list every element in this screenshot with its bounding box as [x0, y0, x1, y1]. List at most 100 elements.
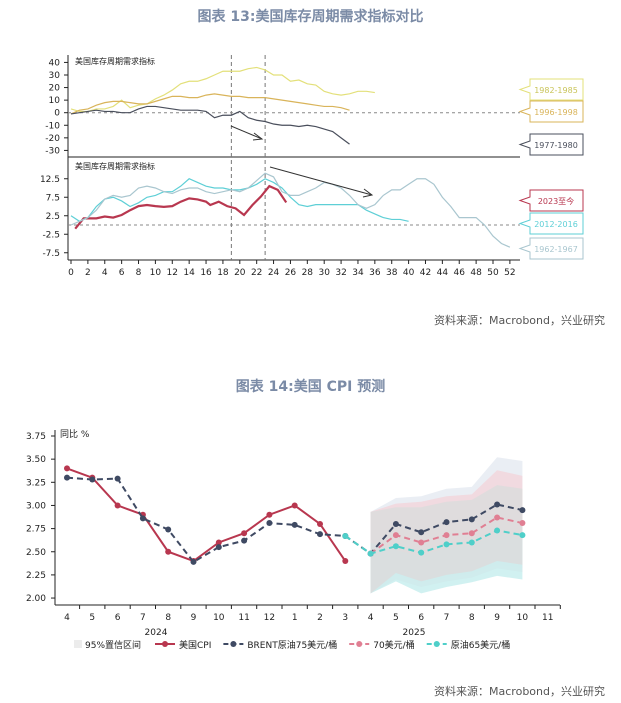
data-point-BRENT原油75美元/桶 — [519, 507, 526, 514]
y-tick-label: 40 — [49, 58, 61, 68]
x-tick-label: 10 — [213, 613, 225, 623]
data-point-原油65美元/桶 — [418, 549, 425, 556]
data-point-美国CPI — [64, 465, 70, 472]
y-tick-label: 2.25 — [26, 571, 46, 581]
series-callout-label: 2012-2016 — [534, 220, 578, 229]
y-tick-label: -7.5 — [42, 249, 60, 259]
x-tick-label: 48 — [470, 268, 482, 278]
y-tick-label: 0 — [54, 109, 60, 119]
legend-marker-BRENT原油75美元/桶 — [230, 641, 237, 647]
data-point-原油65美元/桶 — [392, 543, 399, 550]
x-tick-label: 2 — [317, 613, 323, 623]
series-line-美国CPI — [66, 467, 347, 563]
x-tick-label: 38 — [386, 268, 398, 278]
legend-label: 美国CPI — [179, 639, 211, 651]
x-tick-label: 46 — [454, 268, 466, 278]
x-tick-label: 18 — [217, 268, 229, 278]
x-tick-label: 22 — [251, 268, 262, 278]
x-tick-label: 24 — [268, 268, 280, 278]
x-tick-label: 12 — [167, 268, 178, 278]
series-line-1977-1980 — [70, 105, 350, 145]
data-point-BRENT原油75美元/桶 — [494, 501, 501, 508]
series-callout-label: 1982-1985 — [534, 86, 578, 95]
series-callout-box — [518, 189, 584, 212]
y-tick-label: 30 — [49, 71, 61, 81]
data-point-BRENT原油75美元/桶 — [64, 474, 70, 481]
x-tick-label: 10 — [517, 613, 529, 623]
chart13-title: 图表 13:美国库存周期需求指标对比 — [197, 9, 424, 25]
data-point-BRENT原油75美元/桶 — [114, 475, 121, 482]
data-point-原油65美元/桶 — [494, 527, 501, 534]
y-tick-label: 3.75 — [26, 432, 46, 442]
data-point-BRENT原油75美元/桶 — [418, 529, 425, 536]
x-tick-label: 26 — [285, 268, 297, 278]
y-tick-label: 10 — [49, 96, 61, 106]
series-callout-label: 2023至今 — [538, 196, 574, 206]
series-line-1962-1967 — [70, 172, 511, 248]
data-point-美国CPI — [342, 558, 349, 565]
x-tick-label: 0 — [68, 268, 74, 278]
x-tick-label: 5 — [393, 613, 399, 623]
x-tick-label: 6 — [119, 268, 125, 278]
series-callout-label: 1996-1998 — [534, 108, 578, 117]
x-tick-label: 5 — [89, 613, 95, 623]
legend-label: 70美元/桶 — [373, 639, 415, 651]
x-tick-label: 16 — [200, 268, 212, 278]
legend-marker-原油65美元/桶 — [433, 641, 440, 647]
legend-label: 95%置信区间 — [85, 639, 141, 651]
x-tick-label: 7 — [444, 613, 450, 623]
x-tick-label: 32 — [335, 268, 346, 278]
legend-swatch-band — [74, 640, 82, 648]
data-point-BRENT原油75美元/桶 — [89, 476, 96, 483]
data-point-原油65美元/桶 — [443, 541, 450, 548]
data-point-BRENT原油75美元/桶 — [443, 519, 450, 526]
y-tick-label: -30 — [45, 146, 60, 156]
x-tick-label: 4 — [368, 613, 374, 623]
data-point-70美元/桶 — [392, 532, 399, 539]
data-point-美国CPI — [114, 502, 121, 509]
y-axis-label: 同比 % — [60, 428, 90, 440]
series-line-1996-1998 — [70, 93, 350, 115]
chart13-source: 资料来源：Macrobond，兴业研究 — [434, 314, 605, 327]
data-point-70美元/桶 — [443, 532, 450, 539]
x-tick-label: 8 — [469, 613, 475, 623]
series-callout-box — [518, 100, 584, 123]
x-tick-label: 4 — [64, 613, 70, 623]
y-tick-label: 3.00 — [26, 501, 46, 511]
x-tick-label: 9 — [191, 613, 197, 623]
legend-label: BRENT原油75美元/桶 — [247, 639, 337, 651]
series-line-2023至今 — [74, 184, 288, 230]
data-point-美国CPI — [317, 520, 323, 527]
data-point-原油65美元/桶 — [367, 550, 374, 557]
x-tick-label: 3 — [342, 613, 348, 623]
series-callout-box — [518, 78, 584, 101]
data-point-BRENT原油75美元/桶 — [317, 531, 323, 538]
y-tick-label: 2.50 — [26, 548, 46, 558]
x-tick-label: 4 — [102, 268, 108, 278]
x-tick-label: 12 — [264, 613, 275, 623]
year-label-2024: 2024 — [145, 628, 168, 638]
y-tick-label: 7.5 — [46, 193, 60, 203]
y-tick-label: -10 — [45, 121, 60, 131]
x-tick-label: 50 — [487, 268, 499, 278]
data-point-原油65美元/桶 — [342, 533, 349, 540]
x-tick-label: 6 — [115, 613, 121, 623]
x-tick-label: 28 — [302, 268, 314, 278]
series-callout-box — [518, 237, 584, 260]
series-callout-box — [518, 212, 584, 235]
data-point-70美元/桶 — [468, 530, 475, 537]
data-point-BRENT原油75美元/桶 — [190, 558, 197, 565]
data-point-BRENT原油75美元/桶 — [468, 516, 475, 523]
series-line-原油65美元/桶 — [344, 529, 523, 555]
x-tick-label: 11 — [238, 613, 249, 623]
series-callout-box — [518, 133, 584, 156]
data-point-BRENT原油75美元/桶 — [392, 520, 399, 527]
legend-marker-美国CPI — [162, 641, 168, 647]
y-tick-label: 12.5 — [40, 175, 60, 185]
series-line-1982-1985 — [70, 66, 375, 113]
x-tick-label: 20 — [234, 268, 246, 278]
x-tick-label: 34 — [352, 268, 364, 278]
data-point-BRENT原油75美元/桶 — [215, 544, 222, 551]
x-tick-label: 42 — [420, 268, 431, 278]
